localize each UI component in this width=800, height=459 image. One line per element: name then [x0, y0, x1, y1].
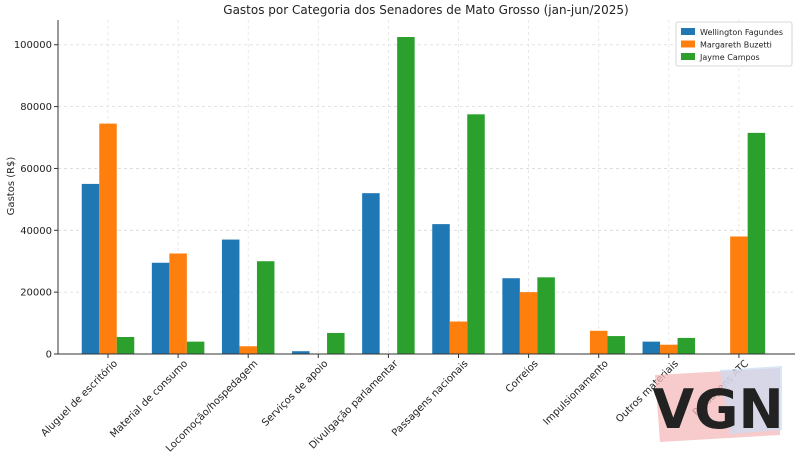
bar	[397, 37, 415, 355]
x-tick-label: Material de consumo	[108, 358, 190, 440]
vgn-watermark-logo: VGN	[600, 330, 800, 455]
legend-label: Wellington Fagundes	[700, 28, 783, 37]
bar	[747, 132, 766, 354]
chart-title: Gastos por Categoria dos Senadores de Ma…	[223, 3, 628, 17]
bar	[467, 114, 485, 355]
x-tick-label: Passagens nacionais	[390, 358, 470, 438]
x-tick-label: Correios	[504, 358, 541, 395]
bar	[292, 351, 310, 354]
y-tick-label: 0	[46, 350, 52, 361]
y-tick-label: 20000	[20, 288, 52, 299]
legend-swatch	[681, 53, 695, 60]
bar	[169, 253, 187, 354]
svg-text:VGN: VGN	[652, 378, 783, 441]
bar	[432, 224, 450, 354]
y-tick-label: 40000	[20, 226, 52, 237]
y-axis-label: Gastos (R$)	[6, 157, 17, 216]
bar	[327, 332, 345, 354]
bar	[239, 346, 257, 354]
legend-label: Jayme Campos	[699, 53, 760, 62]
bar	[151, 262, 170, 354]
bars	[81, 37, 766, 355]
bar	[362, 193, 380, 354]
legend-label: Margareth Buzetti	[700, 41, 772, 50]
bar	[186, 341, 205, 354]
bar	[116, 336, 135, 354]
bar	[660, 344, 678, 354]
y-tick-label: 60000	[20, 164, 52, 175]
x-tick-label: Aluguel de escritório	[39, 358, 120, 439]
bar	[642, 341, 661, 354]
bar	[256, 261, 275, 354]
legend-box	[675, 21, 793, 67]
legend-swatch	[681, 28, 695, 35]
x-tick-label: Serviços de apoio	[260, 358, 330, 428]
bar	[537, 277, 555, 354]
bar	[502, 278, 520, 354]
legend: Wellington Fagundes Margareth Buzetti Jaym…	[675, 21, 793, 67]
bar	[449, 321, 468, 354]
bar	[519, 292, 538, 354]
bar	[607, 336, 625, 354]
bar	[221, 239, 240, 354]
y-tick-label: 80000	[20, 102, 52, 113]
bar	[677, 337, 696, 354]
bar	[81, 183, 100, 354]
legend-swatch	[681, 40, 695, 48]
bar	[99, 123, 117, 354]
y-tick-label: 100000	[14, 40, 52, 51]
bar	[589, 330, 608, 354]
bar	[730, 236, 748, 354]
